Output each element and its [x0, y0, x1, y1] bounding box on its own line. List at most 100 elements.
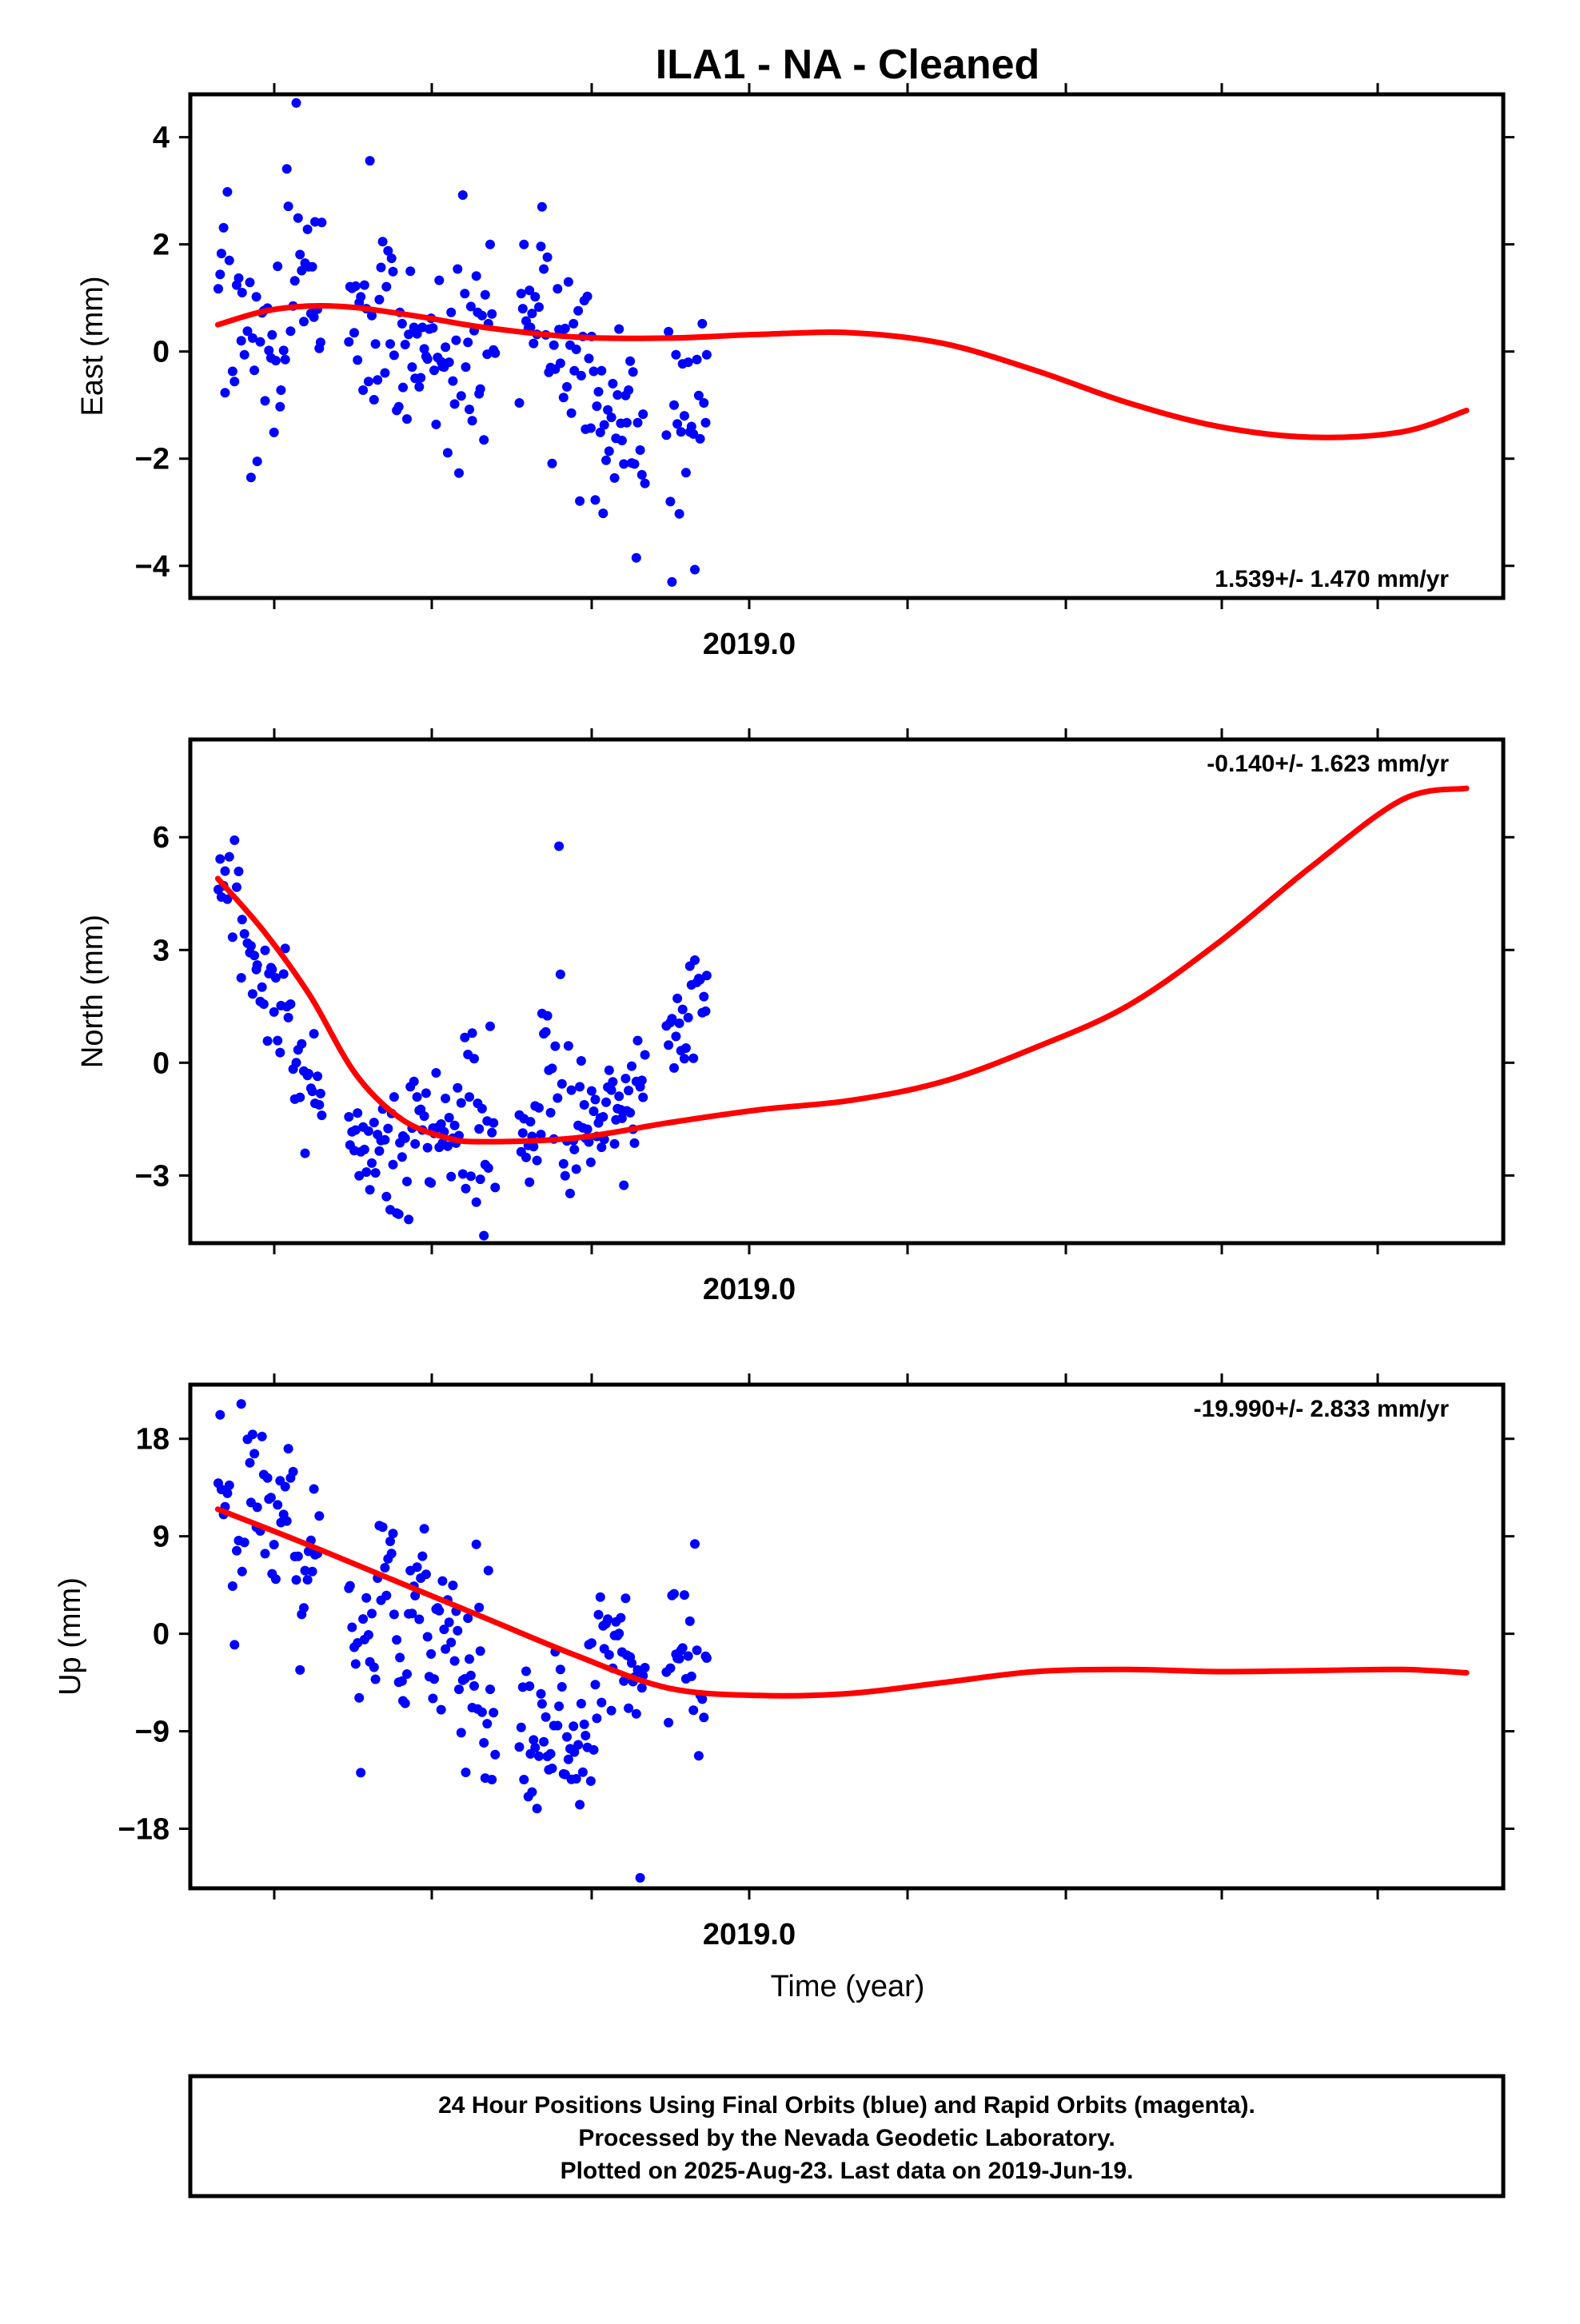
east-data-point [299, 317, 309, 327]
east-data-point [289, 276, 300, 286]
up-data-point [224, 1480, 234, 1490]
up-data-point [454, 1684, 464, 1695]
north-data-point [598, 1112, 608, 1122]
east-data-point [216, 249, 226, 259]
up-data-point [269, 1540, 279, 1550]
east-data-point [619, 459, 629, 469]
north-data-point [558, 1158, 569, 1169]
east-data-point [237, 288, 247, 297]
east-data-point [569, 365, 580, 376]
east-data-point [449, 399, 460, 409]
east-data-point [688, 429, 699, 439]
up-data-point [449, 1656, 460, 1666]
up-data-point [465, 1654, 474, 1664]
up-data-point [444, 1617, 454, 1628]
up-data-point [534, 1751, 544, 1761]
east-data-point [661, 430, 672, 440]
north-data-point [625, 1107, 636, 1118]
east-data-point [381, 281, 392, 292]
up-data-point [426, 1648, 437, 1659]
up-data-point [307, 1566, 317, 1577]
north-data-point [280, 943, 290, 954]
north-y-tick-label: 0 [153, 1046, 170, 1080]
up-data-point [669, 1589, 679, 1599]
east-data-point [697, 318, 708, 329]
up-data-point [697, 1694, 708, 1704]
up-data-point [428, 1693, 438, 1704]
east-data-point [490, 348, 501, 358]
east-data-point [365, 156, 375, 166]
east-data-point [281, 164, 292, 174]
east-data-point [479, 435, 489, 445]
east-data-point [267, 329, 277, 340]
east-data-point [516, 289, 526, 299]
north-data-point [422, 1142, 433, 1153]
east-data-point [398, 382, 408, 393]
east-data-point [542, 252, 553, 262]
east-data-point [672, 419, 683, 429]
north-data-point [579, 1100, 589, 1110]
up-data-point [479, 1738, 489, 1748]
up-data-point [684, 1616, 695, 1626]
up-data-point [288, 1466, 298, 1477]
north-data-point [521, 1152, 531, 1162]
east-data-point [692, 354, 702, 365]
north-data-point [252, 960, 262, 971]
north-data-point [609, 1138, 620, 1149]
up-data-point [553, 1720, 563, 1731]
up-data-point [252, 1502, 262, 1513]
up-data-point [487, 1775, 497, 1784]
up-data-point [569, 1747, 580, 1757]
north-data-point [389, 1092, 399, 1102]
east-data-point [676, 427, 686, 437]
footer-frame [188, 2074, 1506, 2198]
north-data-point [262, 1036, 273, 1046]
up-data-point [562, 1732, 572, 1742]
east-data-point [563, 277, 573, 287]
east-data-point [227, 366, 237, 377]
up-fit-line [214, 1506, 1470, 1699]
north-data-point [249, 951, 260, 961]
up-data-point [482, 1719, 493, 1729]
up-data-point [222, 1488, 233, 1498]
east-data-point [465, 301, 476, 312]
up-data-point [386, 1549, 397, 1559]
east-data-point [383, 245, 393, 256]
east-data-point [416, 373, 426, 383]
up-data-point [557, 1682, 567, 1692]
up-data-point [692, 1645, 702, 1656]
north-data-point [436, 1119, 446, 1129]
east-data-point [444, 357, 454, 368]
north-data-point [688, 1053, 699, 1063]
east-data-point [428, 323, 438, 333]
up-y-tick-label: 0 [153, 1618, 170, 1652]
east-data-point [596, 365, 607, 376]
north-data-point [315, 1088, 325, 1098]
east-data-point [400, 340, 410, 349]
north-data-point [669, 1062, 679, 1073]
east-data-point [534, 302, 544, 313]
up-data-point [437, 1576, 448, 1586]
north-data-point [457, 1169, 468, 1179]
east-data-point [571, 345, 581, 354]
up-data-point [397, 1676, 407, 1686]
north-data-point [313, 1071, 323, 1082]
east-data-point [593, 387, 604, 397]
up-data-point [400, 1698, 410, 1708]
north-data-point [575, 1082, 585, 1092]
east-data-point [638, 409, 648, 420]
north-data-point [227, 932, 237, 943]
east-data-point [429, 365, 439, 376]
up-data-point [229, 1640, 240, 1650]
east-data-point [251, 292, 261, 302]
up-y-tick-label: −9 [135, 1716, 170, 1749]
up-data-point [245, 1457, 255, 1468]
east-data-point [487, 309, 497, 319]
north-data-point [672, 993, 683, 1003]
east-data-point [245, 277, 255, 288]
up-data-point [281, 1516, 292, 1526]
east-data-point [525, 285, 535, 296]
up-data-point [664, 1717, 674, 1728]
east-data-point [461, 362, 471, 373]
up-data-point [291, 1575, 301, 1585]
